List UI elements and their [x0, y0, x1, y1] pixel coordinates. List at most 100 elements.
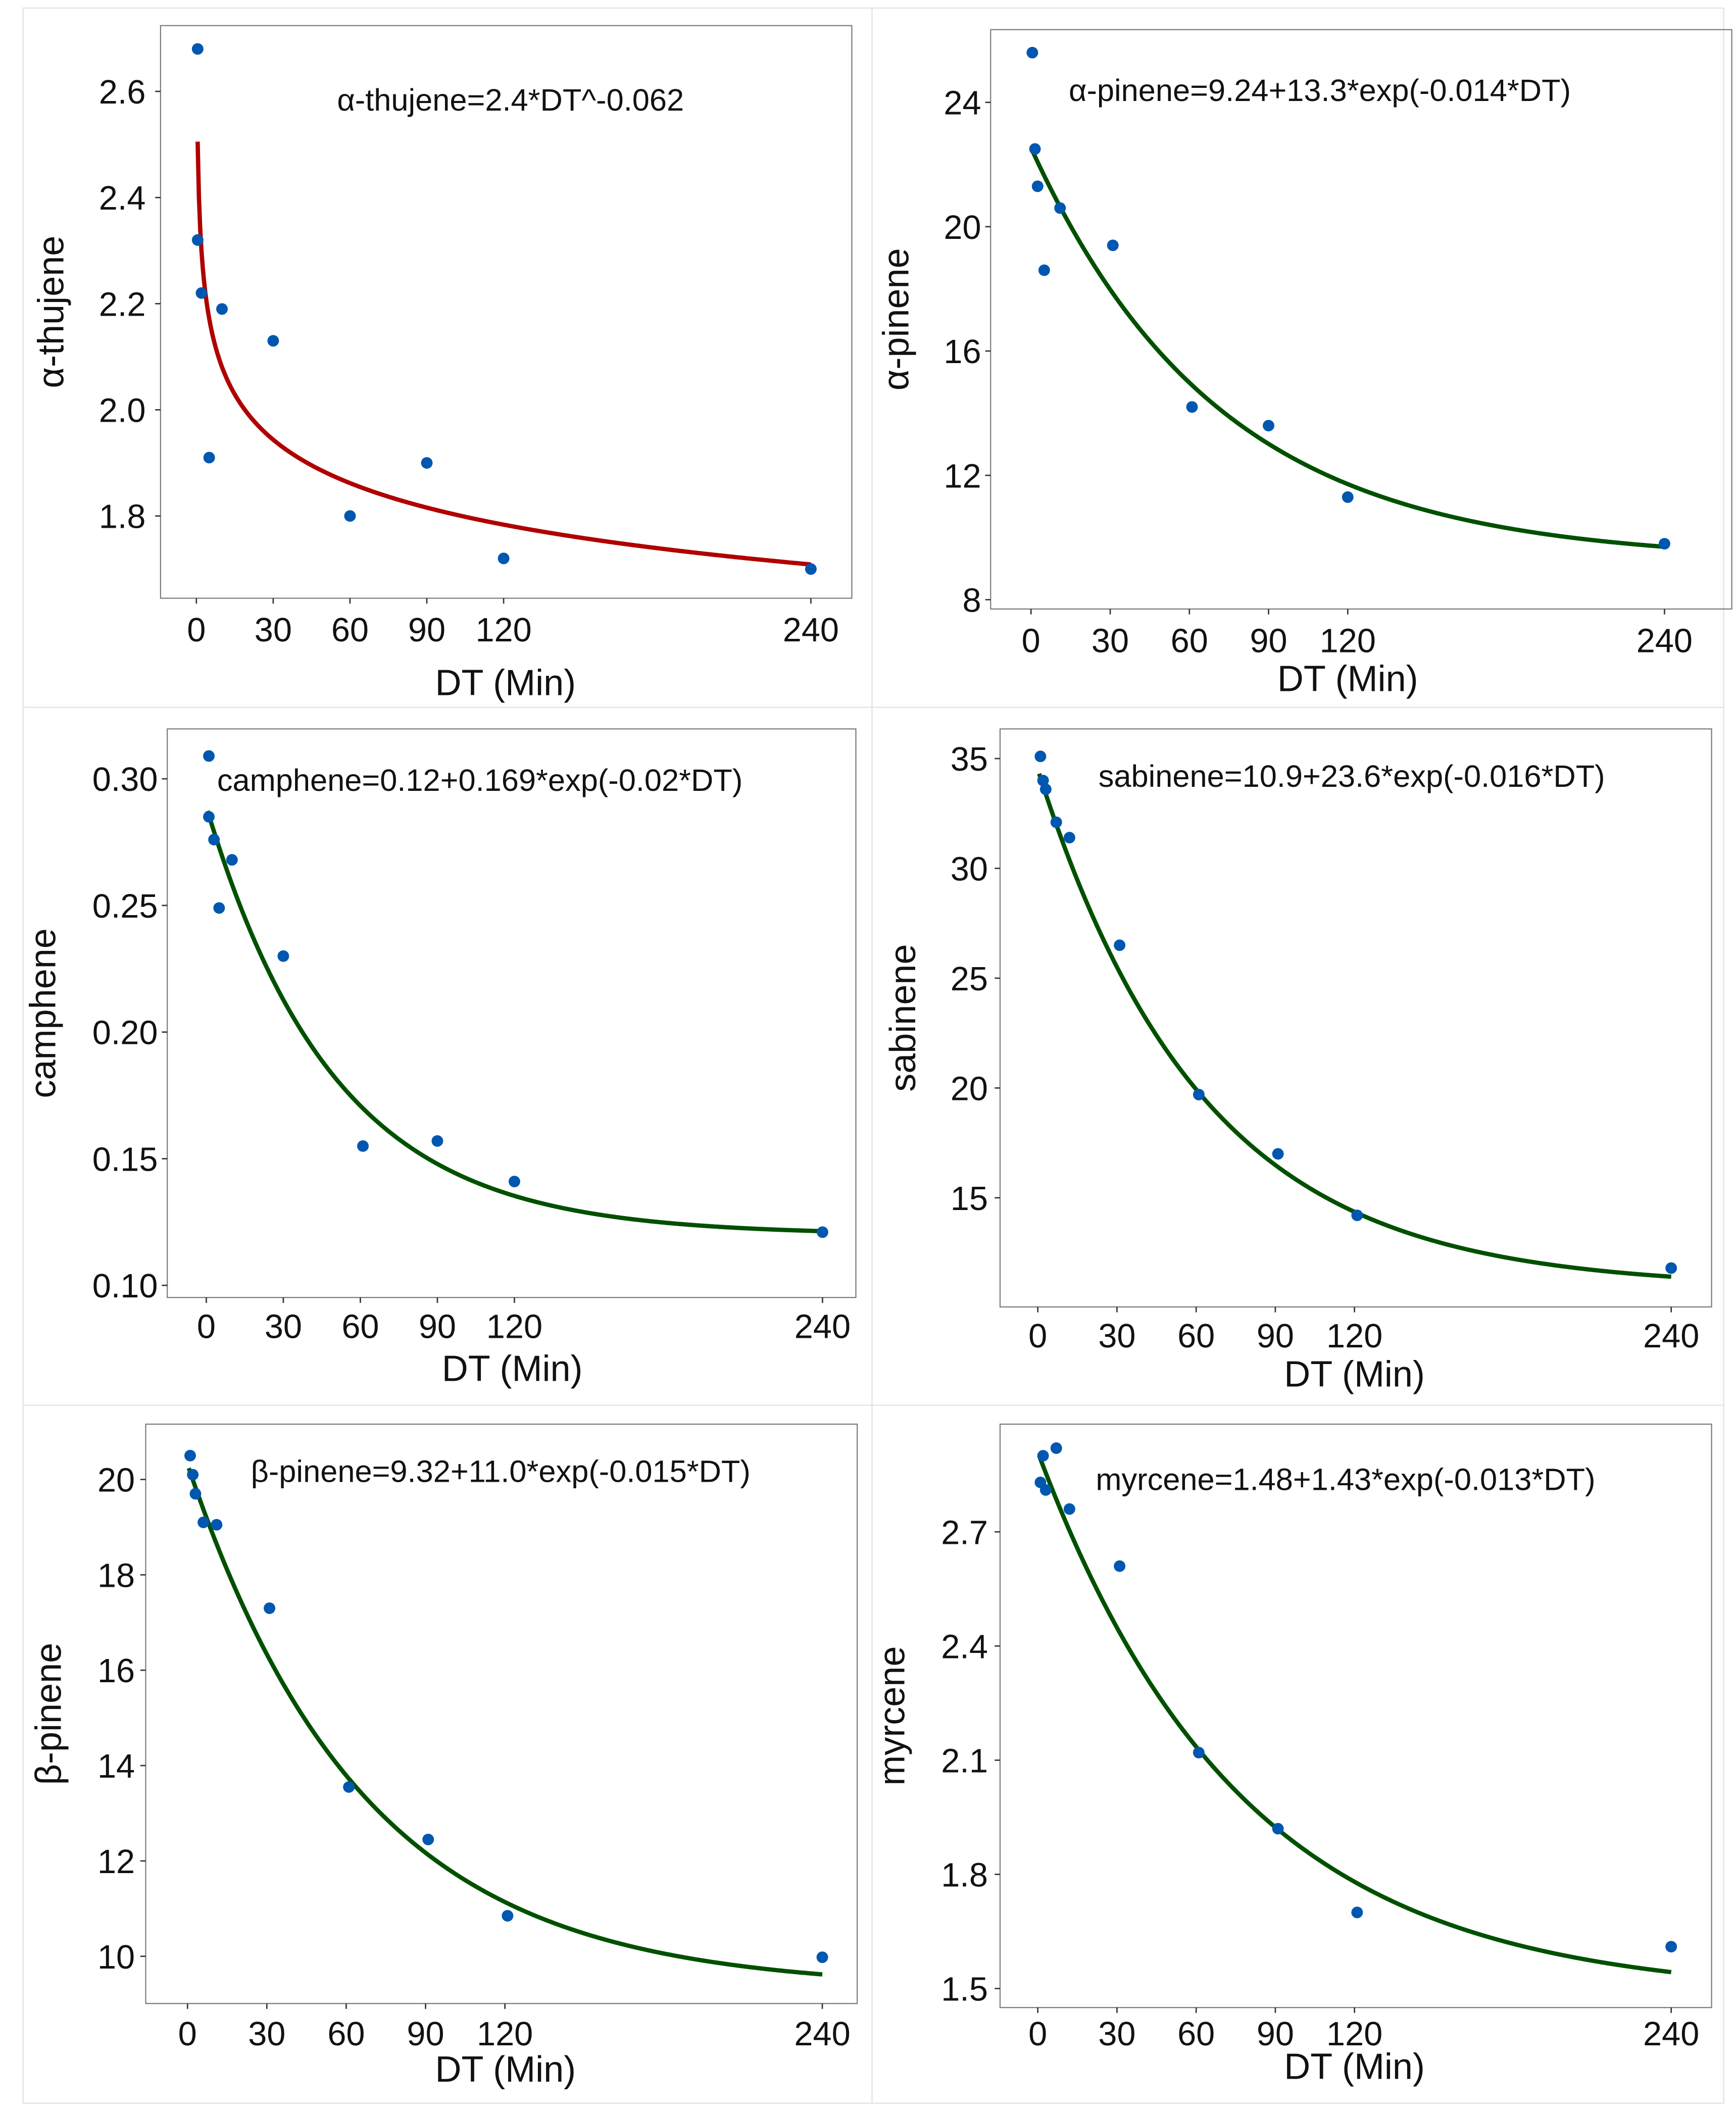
x-tick-label: 120 [1320, 622, 1376, 660]
x-tick-label: 90 [408, 612, 445, 649]
fit-equation: camphene=0.12+0.169*exp(-0.02*DT) [217, 763, 742, 798]
data-point [1193, 1088, 1205, 1100]
data-point [1186, 401, 1198, 413]
data-point [191, 234, 204, 246]
x-tick-label: 0 [178, 2016, 197, 2053]
x-tick-label: 90 [407, 2016, 444, 2053]
x-tick-label: 30 [255, 612, 292, 649]
x-axis-label: DT (Min) [442, 1349, 583, 1389]
data-point [267, 335, 279, 347]
y-tick-label: 8 [963, 582, 981, 619]
data-point [502, 1910, 514, 1922]
x-axis-label: DT (Min) [1284, 2047, 1425, 2087]
panel-α-thujene: 1.8 2.0 2.2 2.4 2.6 0 30 60 90 120 240 DT (Min) α-th… [31, 25, 853, 703]
y-tick-label: 20 [944, 209, 981, 246]
data-point [187, 1469, 199, 1481]
x-tick-label: 120 [1326, 2016, 1382, 2053]
data-point [421, 457, 433, 469]
fit-curve [195, 141, 811, 567]
data-point [1351, 1906, 1363, 1919]
data-point [191, 43, 204, 55]
data-point [264, 1602, 276, 1614]
data-point [1665, 1262, 1677, 1274]
y-tick-label: 1.8 [99, 498, 146, 536]
x-tick-label: 30 [1092, 622, 1129, 660]
data-point [1050, 1442, 1062, 1454]
y-tick-label: 35 [951, 741, 988, 778]
x-tick-label: 240 [1643, 2016, 1699, 2053]
data-point [805, 563, 817, 575]
data-point [816, 1226, 828, 1238]
data-point [508, 1176, 520, 1188]
data-point [1050, 816, 1062, 828]
data-point [1114, 1560, 1126, 1572]
data-point [1037, 775, 1049, 787]
x-tick-label: 90 [1250, 622, 1287, 660]
panel-sabinene: 15 20 25 30 35 0 30 60 90 120 240 DT (Min) sabinene s… [883, 728, 1712, 1394]
fit-equation: myrcene=1.48+1.43*exp(-0.013*DT) [1096, 1463, 1595, 1497]
x-axis-label: DT (Min) [435, 2049, 576, 2090]
x-tick-label: 240 [794, 2016, 850, 2053]
data-point [343, 1781, 355, 1793]
data-point [1026, 46, 1038, 59]
data-point [203, 750, 215, 762]
x-tick-label: 30 [1098, 2016, 1135, 2053]
outer-border [22, 7, 1724, 2104]
y-tick-label: 2.1 [941, 1742, 988, 1780]
plot-frame [990, 29, 1732, 610]
x-tick-label: 120 [477, 2016, 533, 2053]
fit-curve [1030, 149, 1665, 549]
fit-curve [1037, 773, 1671, 1279]
y-tick-label: 1.5 [941, 1971, 988, 2008]
data-point [422, 1833, 434, 1845]
x-tick-label: 60 [1171, 622, 1208, 660]
x-tick-label: 60 [331, 612, 369, 649]
y-axis-label: α-thujene [31, 236, 72, 388]
x-tick-label: 90 [1257, 1318, 1294, 1355]
data-point [1665, 1941, 1677, 1953]
data-point [1038, 264, 1050, 276]
x-axis-label: DT (Min) [1277, 659, 1418, 699]
y-axis-label: β-pinene [28, 1643, 69, 1785]
data-point [498, 552, 510, 565]
plot-frame [160, 25, 853, 599]
y-axis-label: α-pinene [876, 248, 917, 390]
data-point [216, 303, 228, 315]
x-tick-label: 120 [1326, 1318, 1382, 1355]
y-tick-label: 2.6 [99, 74, 146, 111]
panel-camphene: 0.10 0.15 0.20 0.25 0.30 0 30 60 90 120 240 DT (Min… [23, 728, 857, 1389]
y-tick-label: 12 [944, 458, 981, 495]
y-tick-label: 10 [97, 1939, 135, 1976]
plot-frame [999, 728, 1712, 1307]
data-point [1039, 1484, 1052, 1496]
fit-curve [186, 1467, 823, 1977]
x-tick-label: 0 [197, 1308, 216, 1345]
y-tick-label: 2.7 [941, 1514, 988, 1551]
data-point [1063, 1503, 1075, 1515]
data-point [357, 1140, 369, 1152]
data-point [431, 1135, 443, 1147]
data-point [1351, 1210, 1363, 1222]
y-tick-label: 2.0 [99, 392, 146, 430]
x-tick-label: 240 [783, 612, 839, 649]
fit-curve [1037, 1454, 1672, 1975]
fit-curve [205, 810, 823, 1234]
data-point [1034, 750, 1047, 763]
x-tick-label: 240 [1636, 622, 1693, 660]
data-point [197, 1517, 210, 1528]
y-tick-label: 2.2 [99, 286, 146, 323]
x-tick-label: 90 [1257, 2016, 1294, 2053]
y-axis-label: sabinene [883, 944, 923, 1091]
data-point [1031, 180, 1044, 192]
fit-equation: α-pinene=9.24+13.3*exp(-0.014*DT) [1069, 73, 1571, 108]
x-tick-label: 60 [341, 1308, 379, 1345]
y-tick-label: 0.10 [92, 1268, 158, 1305]
y-tick-label: 16 [944, 333, 981, 371]
fit-equation: β-pinene=9.32+11.0*exp(-0.015*DT) [251, 1454, 751, 1489]
x-tick-label: 30 [248, 2016, 285, 2053]
x-tick-label: 120 [486, 1308, 542, 1345]
x-tick-label: 60 [1177, 1318, 1215, 1355]
y-tick-label: 20 [951, 1070, 988, 1108]
